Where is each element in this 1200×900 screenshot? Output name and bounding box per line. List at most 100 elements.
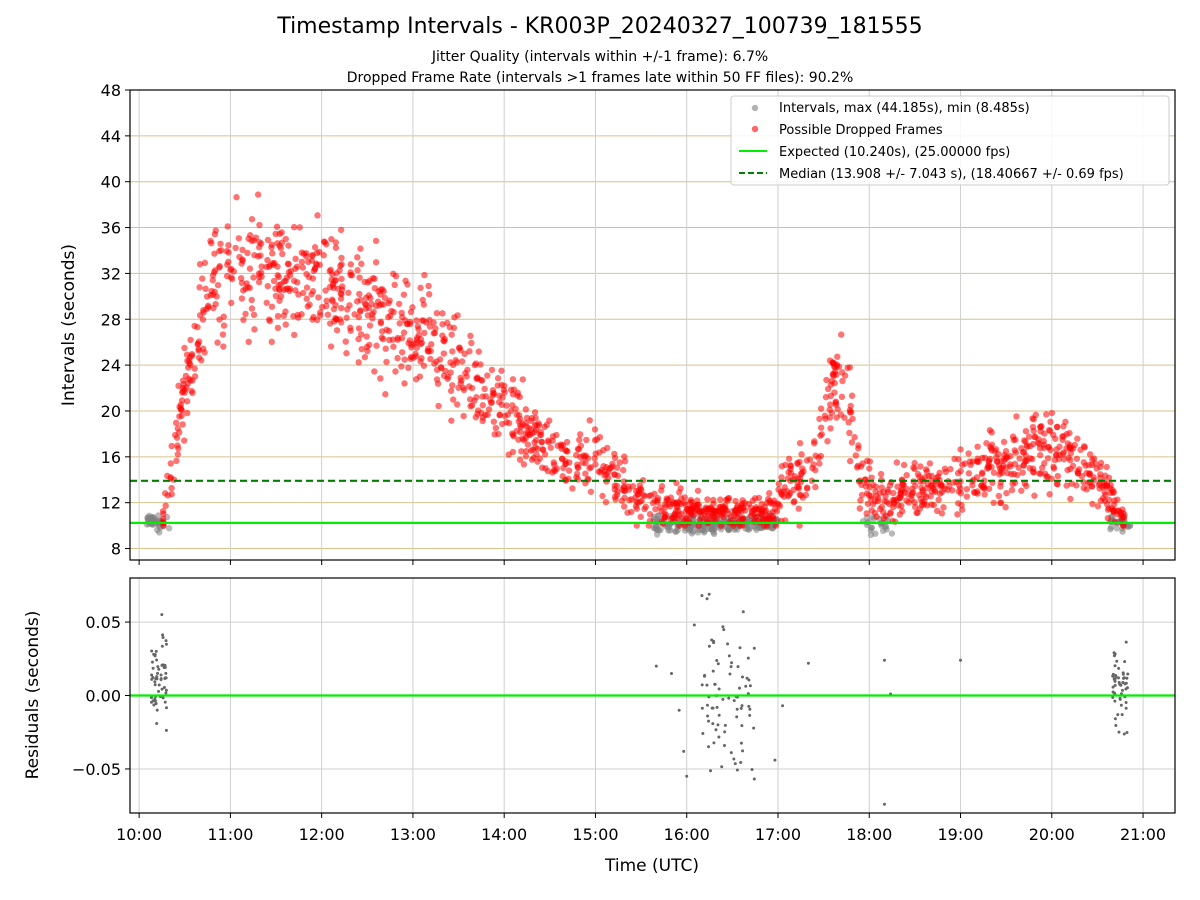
residual-point [735,707,739,711]
dropped-frame-point [1089,500,1096,508]
dropped-frame-point [928,472,935,480]
interval-point [655,527,663,534]
dropped-frame-point [1052,452,1060,459]
interval-point [1119,528,1126,535]
residual-point [154,649,158,653]
dropped-frame-point [248,216,256,223]
dropped-frame-point [343,314,350,321]
dropped-frame-point [264,236,272,244]
dropped-frame-point [798,470,805,478]
dropped-frame-point [232,244,239,252]
dropped-frame-point [733,504,741,511]
dropped-frame-point [538,438,545,446]
dropped-frame-point [199,275,206,282]
residual-point [700,706,704,710]
dropped-frame-point [430,319,437,326]
dropped-frame-point [957,446,964,453]
dropped-frame-point [250,311,258,319]
dropped-frame-point [698,514,705,521]
dropped-frame-point [273,223,281,230]
dropped-frame-point [467,332,474,340]
dropped-frame-point [828,409,836,417]
dropped-frame-point [314,212,321,219]
dropped-frame-point [592,461,599,468]
dropped-frame-point [747,512,755,519]
dropped-frame-point [355,313,362,321]
dropped-frame-point [833,414,840,421]
dropped-frame-point [427,355,434,363]
dropped-frame-point [1019,469,1026,476]
residual-point [744,684,748,688]
x-tick-label: 16:00 [664,825,710,844]
dropped-frame-point [1025,433,1033,440]
dropped-frame-point [436,356,444,363]
dropped-frame-point [704,496,711,503]
dropped-frame-point [634,491,642,498]
dropped-frame-point [488,399,495,406]
dropped-frame-point [740,504,747,512]
dropped-frame-point [295,314,302,321]
dropped-frame-point [268,338,275,346]
dropped-frame-point [599,492,606,500]
dropped-frame-point [562,477,570,484]
dropped-frame-point [305,258,312,266]
dropped-frame-point [323,297,330,304]
dropped-frame-point [1020,448,1028,456]
dropped-frame-point [355,359,362,366]
dropped-frame-point [431,360,438,367]
dropped-frame-point [274,263,281,270]
bottom-points [149,592,1130,806]
residual-point [682,749,686,753]
dropped-frame-point [868,492,875,500]
residual-point [1121,681,1125,685]
dropped-frame-point [398,363,405,370]
dropped-frame-point [494,382,501,389]
dropped-frame-point [538,464,546,471]
dropped-frame-point [337,226,345,234]
dropped-frame-point [338,275,345,283]
dropped-frame-point [363,333,370,340]
dropped-frame-point [1062,418,1069,426]
dropped-frame-point [282,277,289,285]
dropped-frame-point [199,316,207,323]
dropped-frame-point [257,252,264,259]
dropped-frame-point [369,274,377,282]
residual-point [706,714,710,718]
dropped-frame-point [406,337,414,344]
residual-point [654,664,658,668]
dropped-frame-point [498,401,506,409]
dropped-frame-point [772,522,780,529]
dropped-frame-point [440,372,448,379]
residual-point [1125,676,1129,680]
dropped-frame-point [710,496,717,504]
dropped-frame-point [851,433,858,441]
dropped-frame-point [373,342,380,349]
dropped-frame-point [209,272,217,279]
dropped-frame-point [969,458,976,465]
top-y-tick-label: 12 [101,494,121,513]
dropped-frame-point [676,522,683,529]
dropped-frame-point [447,369,454,376]
dropped-frame-point [849,415,856,423]
dropped-frame-point [269,250,276,257]
dropped-frame-point [378,301,385,308]
dropped-frame-point [505,419,513,427]
dropped-frame-point [1098,483,1106,490]
dropped-frame-point [177,406,185,413]
dropped-frame-point [355,335,362,343]
dropped-frame-point [282,235,289,243]
residual-point [692,623,696,627]
dropped-frame-point [1028,455,1036,463]
dropped-frame-point [955,482,963,489]
dropped-frame-point [1031,492,1038,499]
dropped-frame-point [957,490,965,497]
dropped-frame-point [890,489,897,497]
dropped-frame-point [401,380,408,387]
residual-point [1114,673,1118,677]
dropped-frame-point [1032,433,1039,441]
dropped-frame-point [194,340,202,347]
dropped-frame-point [224,223,231,230]
residual-point [150,677,154,681]
dropped-frame-point [191,322,198,330]
dropped-frame-point [173,457,180,465]
